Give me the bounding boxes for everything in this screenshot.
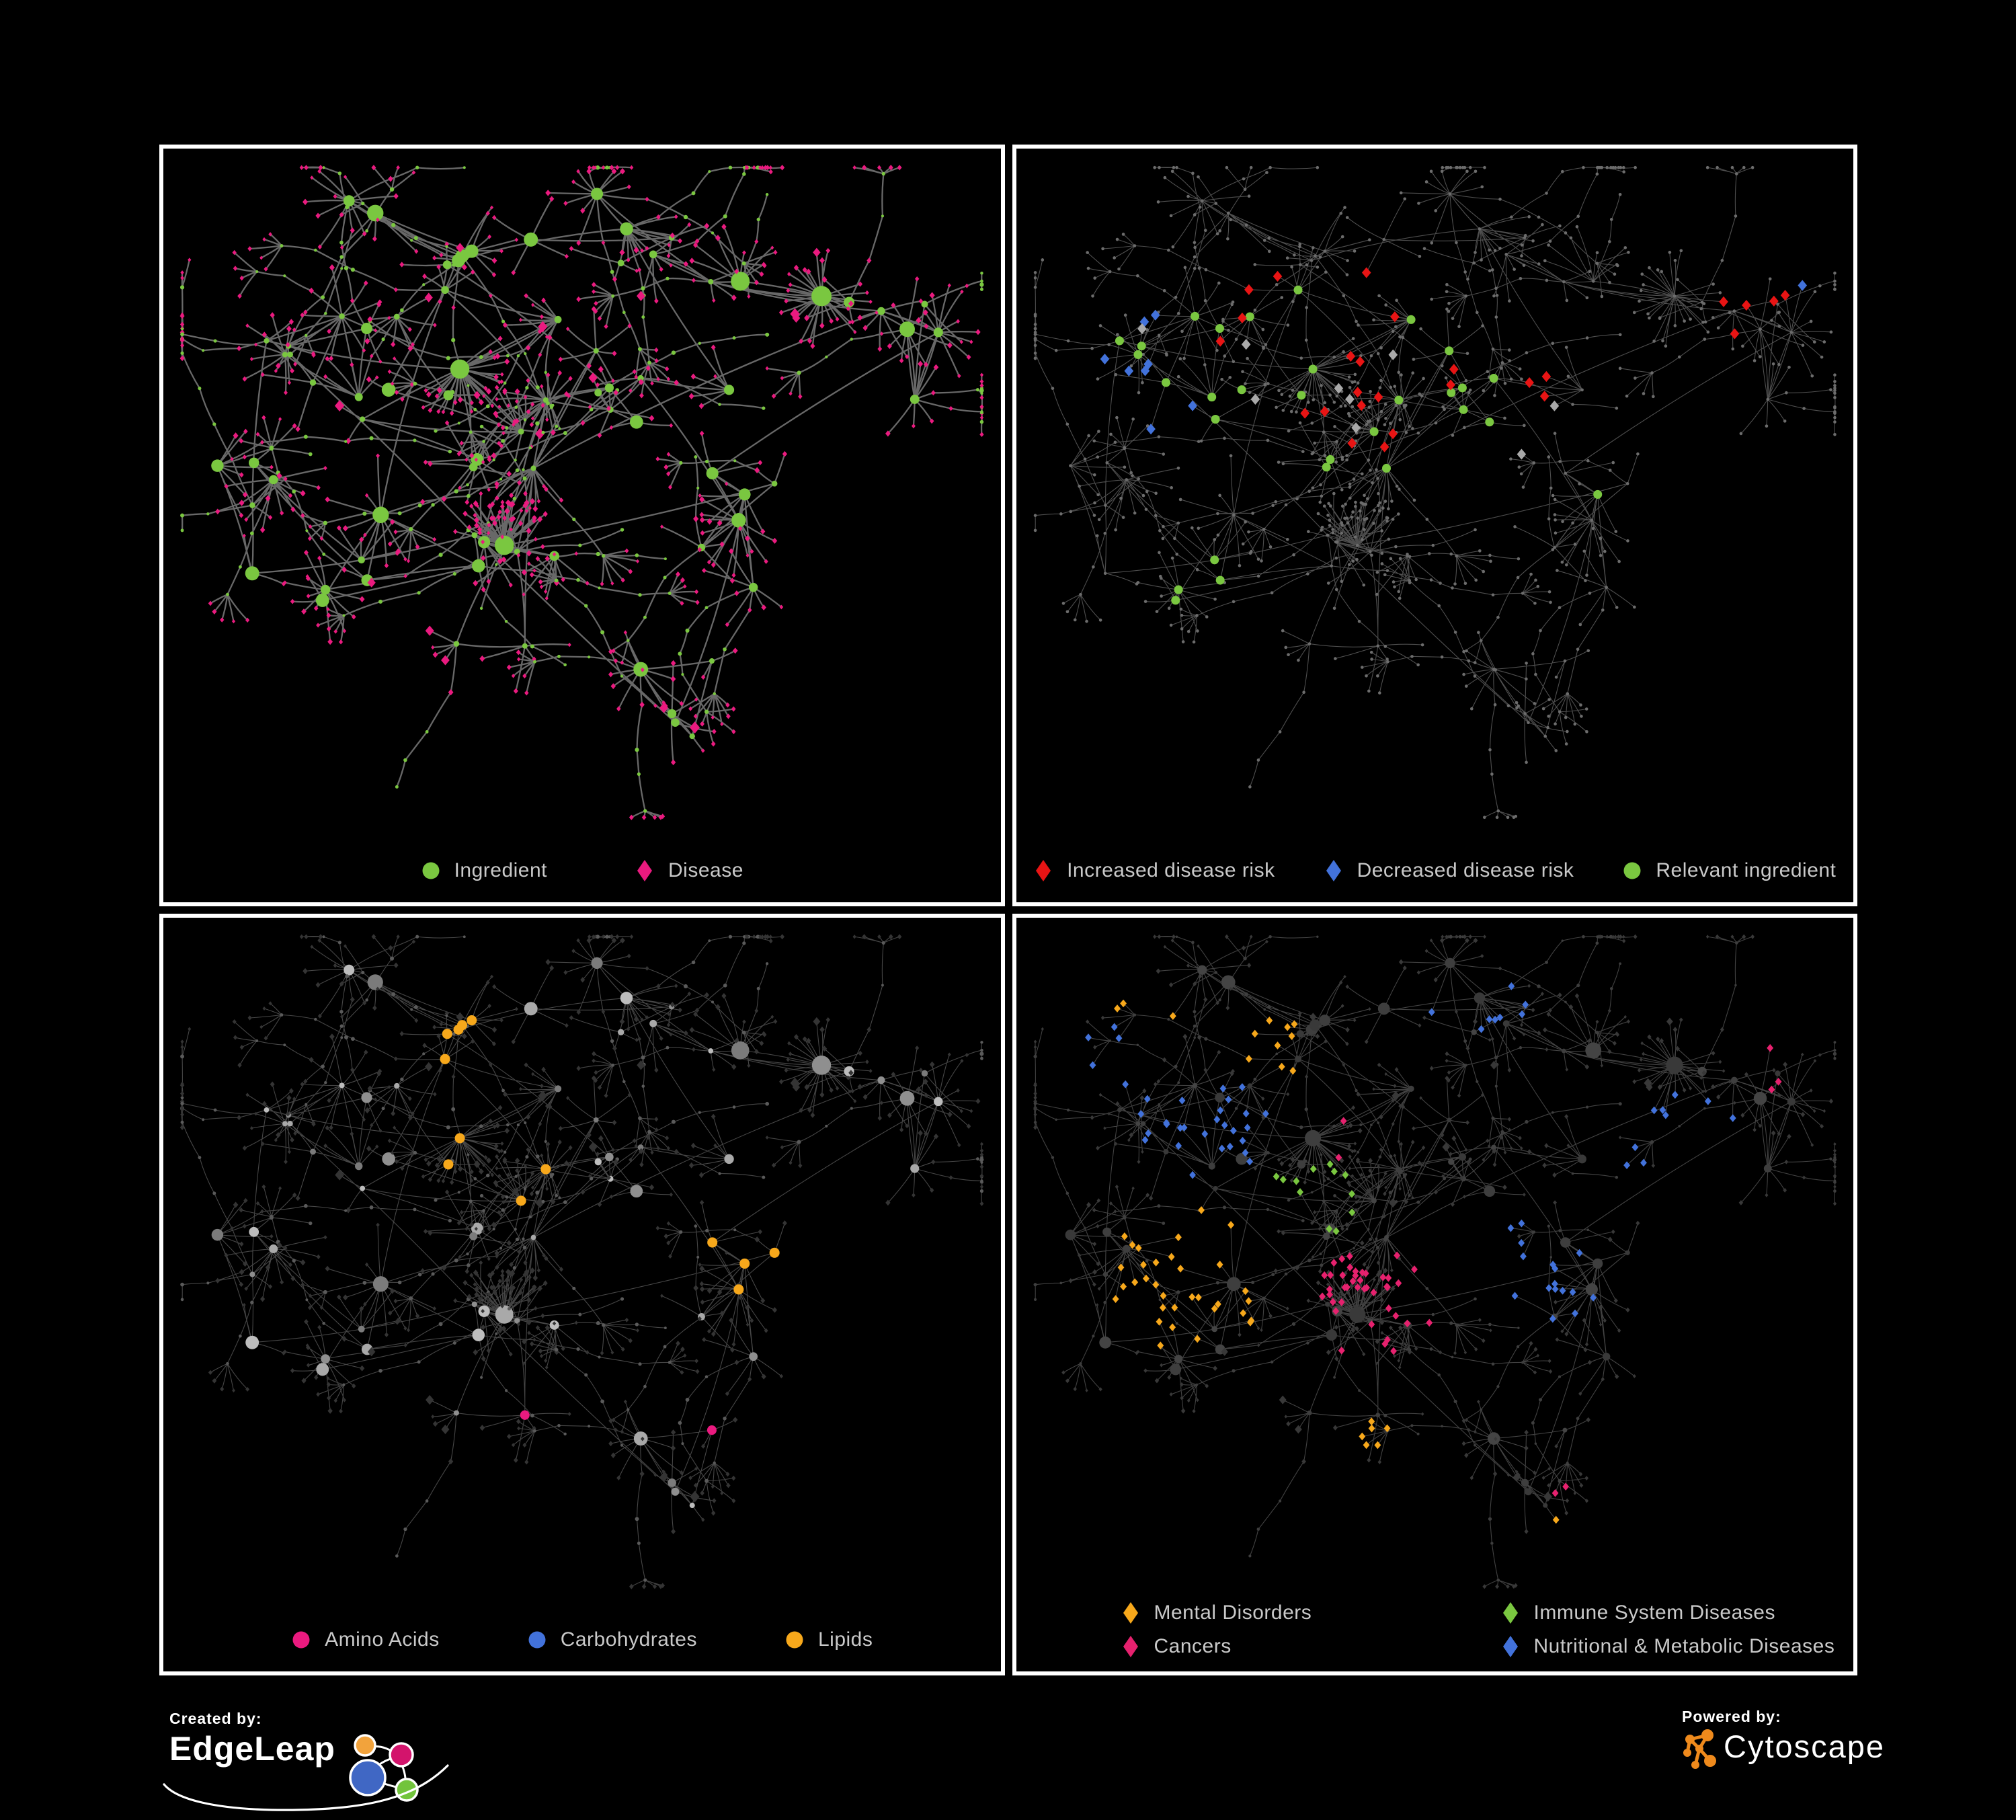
- legend-item-lipids: Lipids: [784, 1628, 873, 1651]
- network-graph-disease-risk: [1020, 153, 1850, 832]
- edgeleap-logo-swoosh: [163, 1764, 449, 1811]
- legend-label-carbohydrates: Carbohydrates: [560, 1628, 697, 1651]
- carbohydrates-legend-icon: [527, 1628, 547, 1651]
- legend-label-mental-disorders: Mental Disorders: [1154, 1601, 1312, 1624]
- legend-macronutrients: Amino Acids Carbohydrates Lipids: [163, 1628, 1001, 1651]
- legend-label-disease: Disease: [668, 859, 743, 881]
- created-by-label: Created by:: [169, 1710, 262, 1727]
- legend-label-decreased-risk: Decreased disease risk: [1357, 859, 1574, 881]
- edgeleap-logo-text: EdgeLeap: [169, 1730, 335, 1768]
- legend-label-ingredient: Ingredient: [454, 859, 548, 881]
- relevant-ingredient-legend-icon: [1622, 859, 1642, 882]
- legend-label-immune-diseases: Immune System Diseases: [1533, 1601, 1775, 1624]
- legend-item-amino-acids: Amino Acids: [291, 1628, 440, 1651]
- legend-label-cancers: Cancers: [1154, 1635, 1232, 1657]
- legend-item-decreased-risk: Decreased disease risk: [1324, 859, 1574, 882]
- decreased-risk-legend-icon: [1324, 859, 1344, 882]
- ingredient-legend-icon: [421, 859, 441, 882]
- immune-diseases-legend-icon: [1500, 1601, 1521, 1624]
- lipids-legend-icon: [784, 1628, 805, 1651]
- legend-label-nutritional-metabolic: Nutritional & Metabolic Diseases: [1533, 1635, 1835, 1657]
- legend-label-increased-risk: Increased disease risk: [1067, 859, 1275, 881]
- panel-disease-risk: Increased disease risk Decreased disease…: [1012, 145, 1857, 906]
- disease-legend-icon: [635, 859, 655, 882]
- legend-item-immune-diseases: Immune System Diseases: [1500, 1601, 1835, 1624]
- created-by-block: Created by: EdgeLeap: [163, 1710, 519, 1811]
- legend-disease-categories: Mental Disorders Immune System Diseases …: [1121, 1601, 1834, 1658]
- powered-by-block: Powered by: Cytoscape: [1682, 1708, 1885, 1772]
- legend-item-cancers: Cancers: [1121, 1635, 1500, 1658]
- legend-label-lipids: Lipids: [817, 1628, 873, 1651]
- legend-item-disease: Disease: [635, 859, 743, 882]
- cancers-legend-icon: [1121, 1635, 1141, 1658]
- panel-grid: Ingredient Disease Increased disease ris…: [159, 145, 1857, 1675]
- legend-item-increased-risk: Increased disease risk: [1033, 859, 1275, 882]
- legend-item-carbohydrates: Carbohydrates: [527, 1628, 697, 1651]
- amino-acids-legend-icon: [291, 1628, 311, 1651]
- nutritional-metabolic-legend-icon: [1500, 1635, 1521, 1658]
- network-graph-disease-categories: [1020, 922, 1850, 1601]
- cytoscape-logo-text: Cytoscape: [1724, 1729, 1886, 1764]
- mental-disorders-legend-icon: [1121, 1601, 1141, 1624]
- edgeleap-logo-icon: [349, 1734, 419, 1802]
- legend-item-relevant-ingredient: Relevant ingredient: [1622, 859, 1836, 882]
- legend-disease-risk: Increased disease risk Decreased disease…: [1016, 859, 1854, 882]
- cytoscape-logo-icon: [1683, 1729, 1716, 1769]
- legend-ingredient-disease: Ingredient Disease: [163, 859, 1001, 882]
- legend-item-nutritional-metabolic: Nutritional & Metabolic Diseases: [1500, 1635, 1835, 1658]
- legend-item-mental-disorders: Mental Disorders: [1121, 1601, 1500, 1624]
- network-graph-macronutrients: [167, 922, 997, 1601]
- panel-macronutrients: Amino Acids Carbohydrates Lipids: [159, 914, 1005, 1675]
- powered-by-label: Powered by:: [1682, 1708, 1781, 1725]
- network-graph-ingredient-disease: [167, 153, 997, 832]
- legend-label-relevant-ingredient: Relevant ingredient: [1656, 859, 1837, 881]
- panel-ingredient-disease: Ingredient Disease: [159, 145, 1005, 906]
- legend-label-amino-acids: Amino Acids: [325, 1628, 440, 1651]
- panel-disease-categories: Mental Disorders Immune System Diseases …: [1012, 914, 1857, 1675]
- increased-risk-legend-icon: [1033, 859, 1053, 882]
- legend-item-ingredient: Ingredient: [421, 859, 547, 882]
